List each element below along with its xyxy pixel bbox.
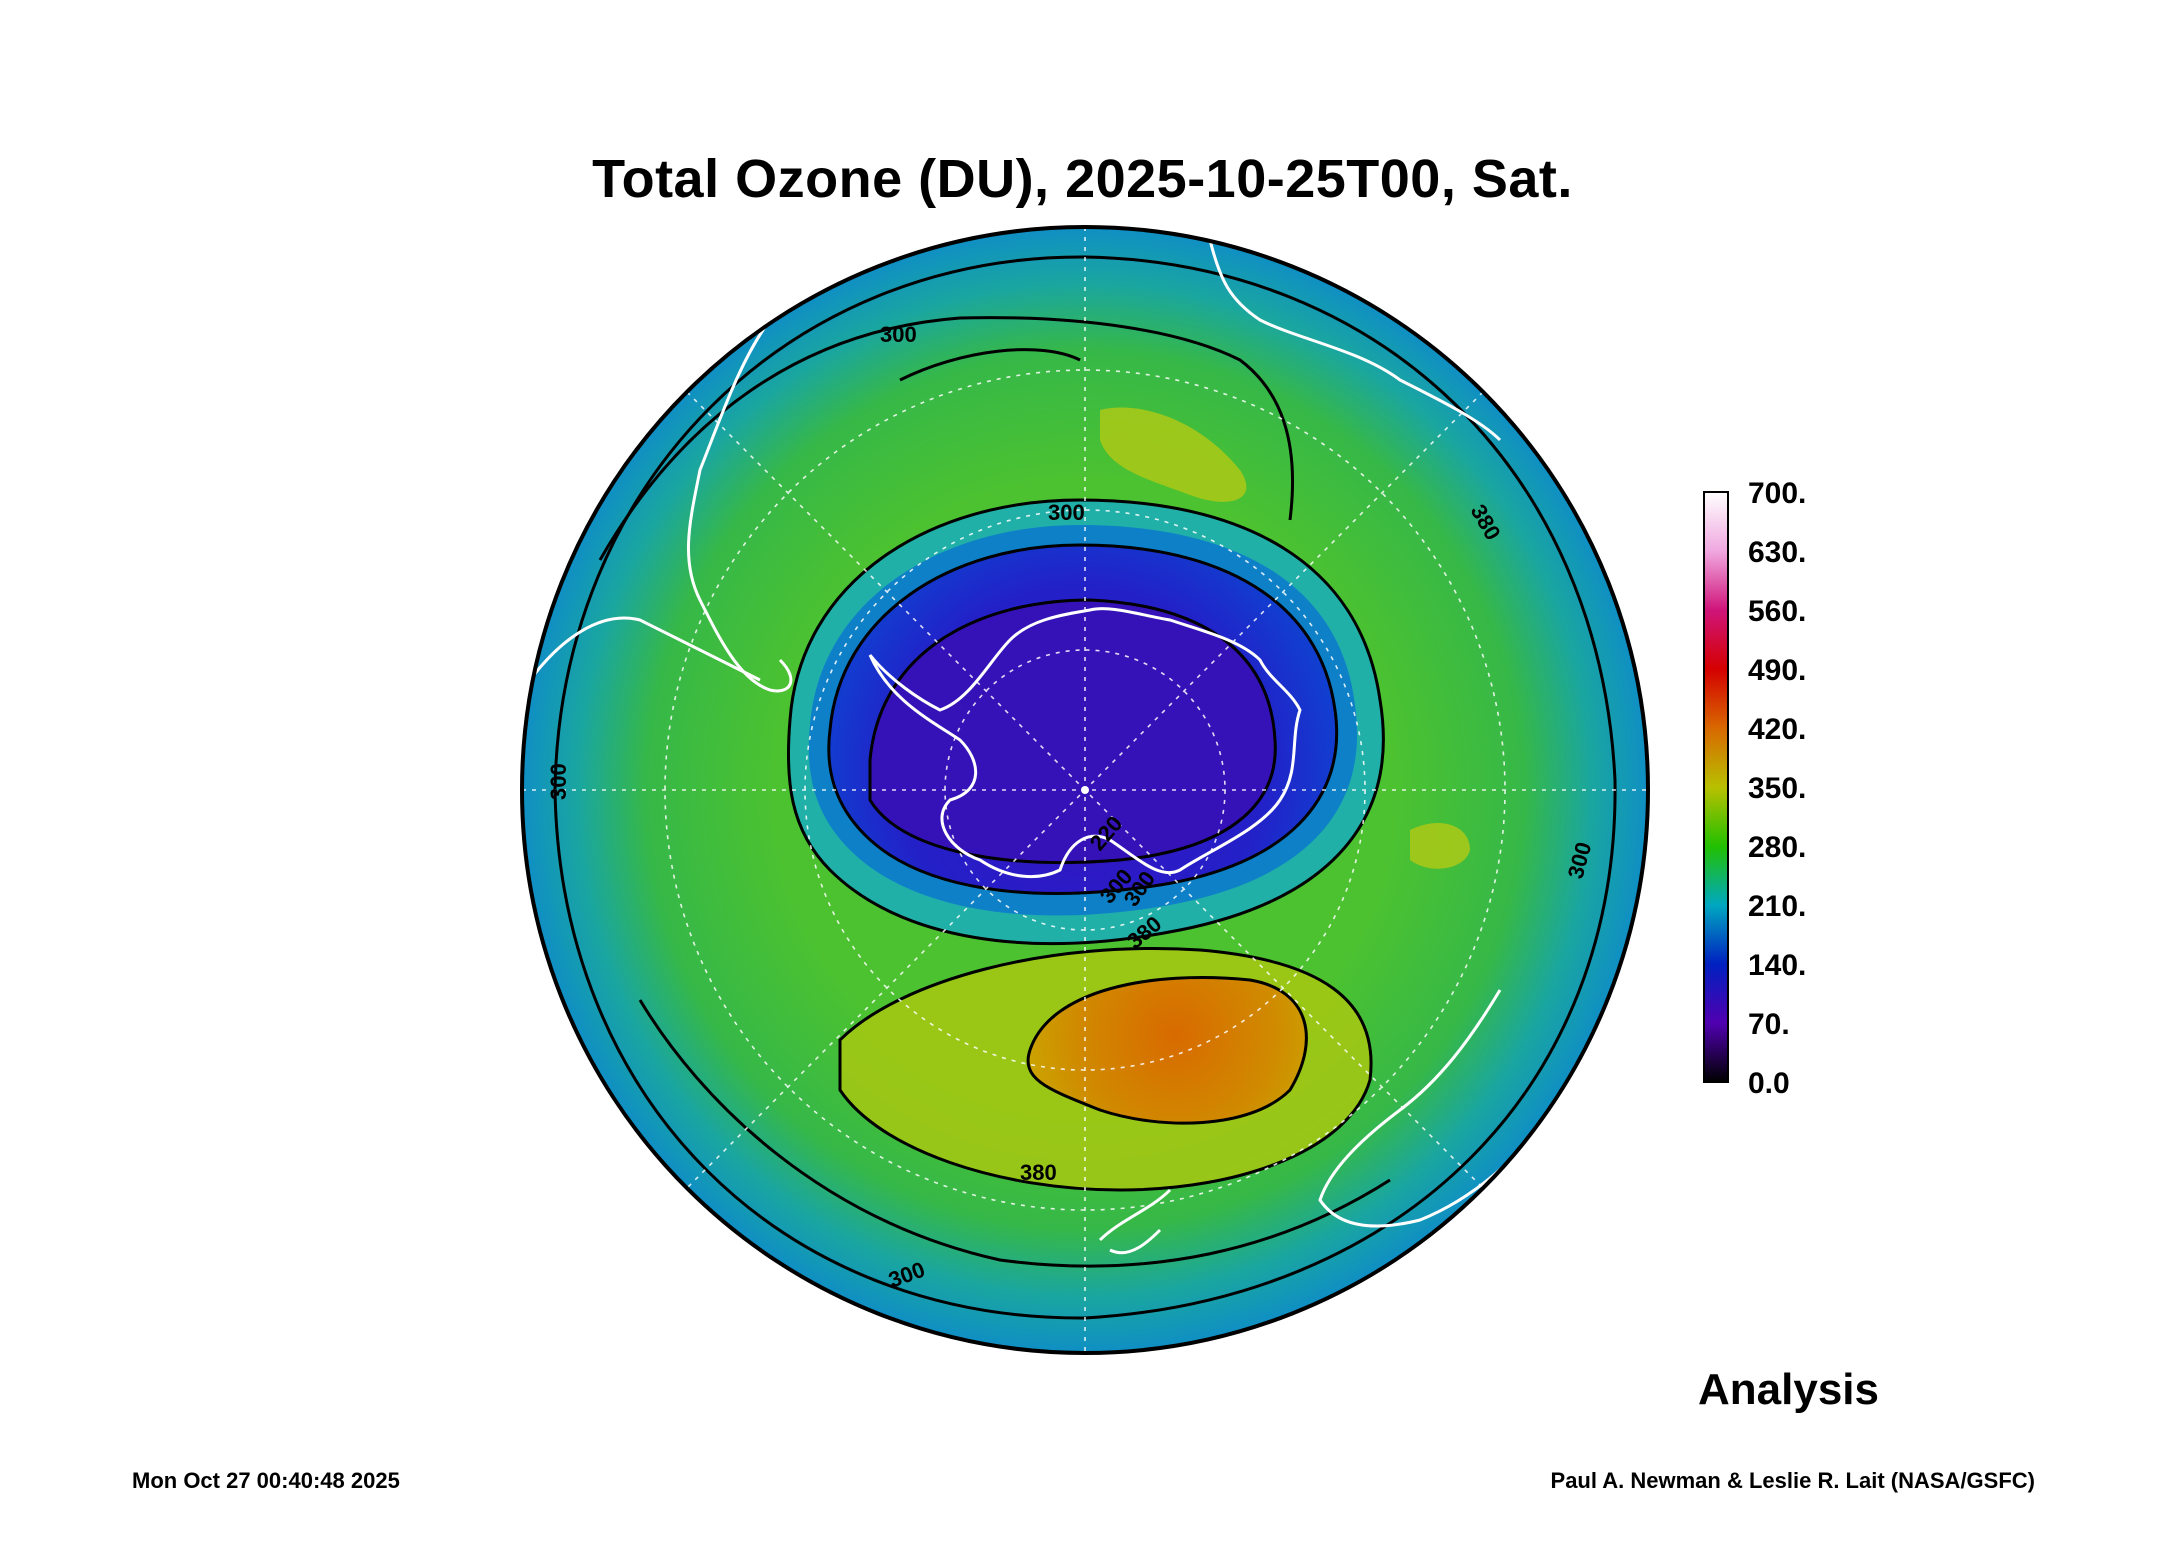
colorbar-label: 560.: [1748, 595, 1807, 628]
contour-300-south: [638, 999, 1391, 1268]
new-zealand-coastline: [1098, 1188, 1172, 1255]
africa-coastline: [1208, 239, 1502, 442]
ozone-region-yellow-north: [1100, 407, 1247, 502]
colorbar-label: 350.: [1748, 772, 1807, 805]
contour-label: 300: [880, 322, 917, 347]
south-pole-marker: [1081, 786, 1089, 794]
south-america-coastline: [686, 319, 793, 693]
timestamp: Mon Oct 27 00:40:48 2025: [132, 1468, 400, 1493]
contour-label: 380: [1020, 1160, 1057, 1185]
map-title: Total Ozone (DU), 2025-10-25T00, Sat.: [592, 149, 1573, 209]
colorbar-label: 210.: [1748, 890, 1807, 923]
analysis-label: Analysis: [1698, 1365, 1879, 1414]
west-coastline: [528, 616, 761, 682]
colorbar-label: 280.: [1748, 831, 1807, 864]
ozone-hole-core: [870, 600, 1276, 863]
contour-lines: [553, 255, 1617, 1320]
ozone-region-maximum: [1028, 977, 1307, 1124]
colorbar-label: 140.: [1748, 949, 1807, 982]
colorbar-label: 70.: [1748, 1008, 1790, 1041]
contour-380-belt: [838, 946, 1373, 1192]
credit: Paul A. Newman & Leslie R. Lait (NASA/GS…: [1550, 1468, 2035, 1493]
contour-220: [868, 598, 1277, 864]
contour-300-north: [598, 316, 1294, 561]
contour-label: 300: [546, 763, 571, 800]
colorbar-label: 420.: [1748, 713, 1807, 746]
antarctica-coastline: [868, 607, 1302, 879]
colorbar-label: 700.: [1748, 477, 1807, 510]
coastlines: [528, 239, 1562, 1255]
globe-border: [520, 225, 1650, 1355]
contour-hole-edge: [786, 498, 1385, 945]
colorbar-label: 0.0: [1748, 1067, 1790, 1100]
colorbar-label: 490.: [1748, 654, 1807, 687]
contour-hole-inner: [827, 543, 1339, 895]
ozone-region-yellow-east: [1410, 822, 1470, 869]
contour-max: [1026, 976, 1308, 1125]
australia-coastline: [1318, 989, 1562, 1228]
colorbar-label: 630.: [1748, 536, 1807, 569]
contour-label: 300: [1048, 500, 1085, 525]
colorbar: [1703, 491, 1729, 1083]
